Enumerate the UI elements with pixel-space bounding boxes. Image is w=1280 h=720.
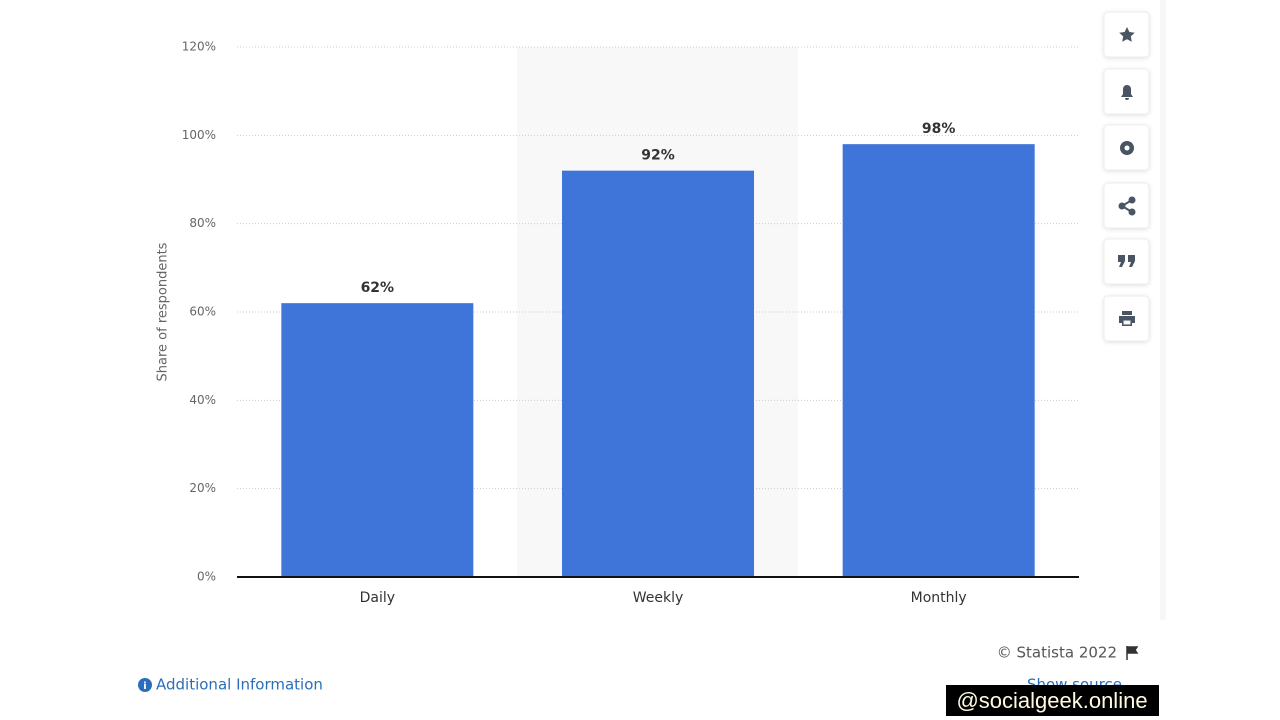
x-tick-label: Monthly [911,590,967,606]
plot: 0% 20% 40% 60% 80% 100% 120% Daily 62% Weekly 92% M… [182,40,1079,606]
bar [842,144,1035,577]
print-button[interactable] [1103,295,1150,342]
additional-info-link[interactable]: Additional Information [156,676,323,694]
value-label: 98% [922,121,956,137]
y-tick-label: 60% [189,305,216,319]
y-tick-label: 40% [189,393,216,407]
cite-button[interactable] [1103,238,1150,285]
share-button[interactable] [1103,182,1150,229]
copyright: © Statista 2022 [997,644,1117,662]
y-tick-label: 80% [189,216,216,230]
y-tick-label: 100% [182,128,216,142]
y-tick-label: 120% [182,40,216,54]
toolbar [1103,11,1150,342]
x-tick-label: Weekly [633,590,684,606]
info-glyph: i [143,681,146,692]
bar [562,170,754,577]
y-tick-label: 0% [197,570,216,584]
favorite-button[interactable] [1103,11,1150,58]
settings-button[interactable] [1103,124,1150,171]
value-label: 92% [641,148,675,164]
notify-button[interactable] [1103,68,1150,115]
watermark-box [946,685,1159,716]
watermark: @socialgeek.online [956,688,1147,713]
y-tick-label: 20% [189,481,216,495]
y-axis-label: Share of respondents [156,242,171,381]
x-tick-label: Daily [360,590,395,606]
flag-icon [1126,646,1139,660]
value-label: 62% [361,280,395,296]
panel-edge [1160,0,1166,620]
info-icon [138,678,152,692]
bar [281,303,474,577]
